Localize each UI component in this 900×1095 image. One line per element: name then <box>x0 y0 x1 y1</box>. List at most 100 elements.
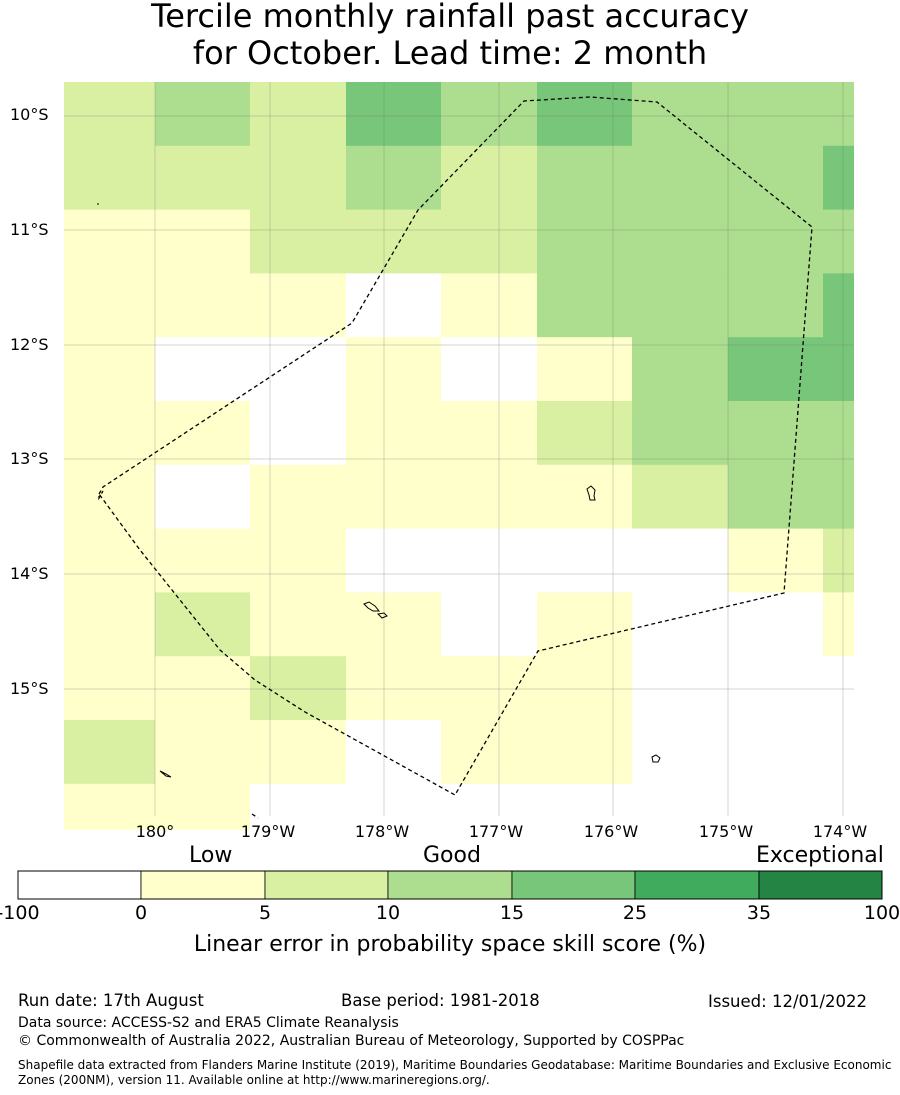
colorbar-swatch <box>264 870 389 900</box>
colorbar-swatch <box>511 870 636 900</box>
lon-label-180: 180° <box>135 822 175 841</box>
skill-cell <box>441 145 537 211</box>
skill-cell <box>823 82 854 147</box>
skill-cell <box>632 592 728 657</box>
skill-cell <box>632 337 728 402</box>
skill-cell <box>632 783 728 830</box>
island-tafahi <box>651 754 661 763</box>
skill-cell <box>823 145 854 211</box>
skill-cell <box>823 720 854 785</box>
skill-cell <box>537 401 632 466</box>
colorbar <box>17 870 883 900</box>
category-good: Good <box>423 843 481 868</box>
skill-cell <box>250 145 346 211</box>
skill-cell <box>346 656 441 721</box>
base-period: Base period: 1981-2018 <box>341 991 540 1010</box>
skill-cell <box>632 528 728 593</box>
skill-grid <box>64 82 854 830</box>
skill-cell <box>728 592 823 657</box>
issued-date: Issued: 12/01/2022 <box>708 992 868 1011</box>
skill-cell <box>728 273 823 338</box>
skill-cell <box>537 337 632 402</box>
skill-cell <box>64 145 155 211</box>
map-title-line2: for October. Lead time: 2 month <box>192 34 708 72</box>
skill-cell <box>728 783 823 830</box>
skill-cell <box>250 337 346 402</box>
skill-cell <box>823 209 854 274</box>
island-savaii-small <box>376 612 388 619</box>
skill-cell <box>64 656 155 721</box>
lat-label-13s: 13°S <box>10 449 49 468</box>
shapefile-credit-line2: Zones (200NM), version 11. Available onl… <box>18 1073 490 1087</box>
skill-cell <box>250 401 346 466</box>
colorbar-tick-25: 25 <box>622 902 648 924</box>
skill-cell <box>823 464 854 530</box>
lat-label-15s: 15°S <box>10 679 49 698</box>
skill-map <box>64 82 854 830</box>
skill-cell <box>537 145 632 211</box>
skill-cell <box>64 273 155 338</box>
skill-cell <box>64 82 155 147</box>
island-upolu <box>363 601 381 612</box>
colorbar-tick-10: 10 <box>375 902 401 924</box>
skill-cell <box>632 82 728 147</box>
eez-boundary-tail <box>251 813 259 819</box>
colorbar-swatch <box>758 870 883 900</box>
skill-cell <box>64 783 155 830</box>
skill-cell <box>155 592 250 657</box>
colorbar-swatch <box>140 870 266 900</box>
skill-cell <box>64 209 155 274</box>
skill-cell <box>155 720 250 785</box>
shapefile-credit-line1: Shapefile data extracted from Flanders M… <box>18 1058 892 1072</box>
skill-cell <box>250 273 346 338</box>
colorbar-swatch <box>634 870 760 900</box>
skill-cell <box>64 528 155 593</box>
skill-cell <box>64 337 155 402</box>
skill-cell <box>441 337 537 402</box>
colorbar-tick-0: 0 <box>134 902 148 924</box>
skill-cell <box>441 464 537 530</box>
skill-cell <box>155 337 250 402</box>
colorbar-tick-5: 5 <box>258 902 272 924</box>
skill-cell <box>632 145 728 211</box>
skill-cell <box>728 82 823 147</box>
skill-cell <box>537 783 632 830</box>
skill-cell <box>728 145 823 211</box>
skill-cell <box>346 82 441 147</box>
colorbar-swatch <box>17 870 142 900</box>
skill-cell <box>250 82 346 147</box>
category-low: Low <box>189 843 233 868</box>
skill-cell <box>155 401 250 466</box>
skill-cell <box>346 209 441 274</box>
skill-cell <box>632 656 728 721</box>
skill-cell <box>441 528 537 593</box>
skill-cell <box>537 82 632 147</box>
lat-label-14s: 14°S <box>10 564 49 583</box>
colorbar-swatch <box>387 870 513 900</box>
skill-cell <box>441 720 537 785</box>
skill-cell <box>441 592 537 657</box>
run-date: Run date: 17th August <box>18 991 204 1010</box>
skill-cell <box>441 656 537 721</box>
skill-cell <box>441 273 537 338</box>
skill-cell <box>823 337 854 402</box>
skill-cell <box>64 592 155 657</box>
skill-cell <box>155 82 250 147</box>
eez-boundary <box>98 96 813 796</box>
skill-cell <box>537 720 632 785</box>
skill-cell <box>250 656 346 721</box>
colorbar-swatches <box>17 870 883 900</box>
skill-cell <box>823 592 854 657</box>
skill-cell <box>728 656 823 721</box>
skill-cell <box>728 528 823 593</box>
skill-cell <box>155 783 250 830</box>
skill-cell <box>250 592 346 657</box>
skill-cell <box>632 401 728 466</box>
colorbar-tick-15: 15 <box>499 902 525 924</box>
colorbar-tick-100: 100 <box>863 902 900 924</box>
skill-cell <box>823 273 854 338</box>
skill-cell <box>250 720 346 785</box>
skill-cell <box>155 528 250 593</box>
skill-cell <box>346 337 441 402</box>
skill-cell <box>346 783 441 830</box>
